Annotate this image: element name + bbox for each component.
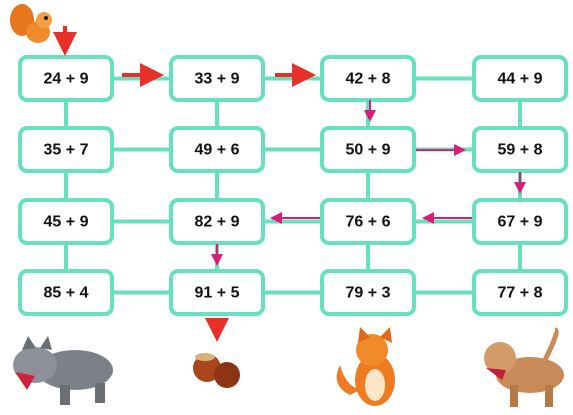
path-arrows (53, 26, 526, 342)
expression: 91 + 5 (195, 285, 240, 302)
expression: 82 + 9 (195, 214, 240, 231)
expression-box (18, 269, 114, 316)
squirrel (10, 4, 52, 43)
wolf (13, 336, 113, 405)
expression-box (320, 126, 416, 173)
expression: 35 + 7 (44, 142, 89, 159)
expression: 49 + 6 (195, 142, 240, 159)
expression: 77 + 8 (498, 285, 543, 302)
expression: 42 + 8 (346, 71, 391, 88)
expression: 24 + 9 (44, 71, 89, 88)
expression-box (320, 55, 416, 102)
expression: 50 + 9 (346, 142, 391, 159)
expression-box (320, 198, 416, 245)
expression: 33 + 9 (195, 71, 240, 88)
expression: 44 + 9 (498, 71, 543, 88)
expression-box (169, 55, 265, 102)
expression-box (169, 198, 265, 245)
expression: 76 + 6 (346, 214, 391, 231)
dog (484, 327, 564, 407)
expression-box (18, 55, 114, 102)
expression-box (169, 269, 265, 316)
expression: 85 + 4 (44, 285, 89, 302)
expression-box (472, 198, 568, 245)
expression: 67 + 9 (498, 214, 543, 231)
expression: 45 + 9 (44, 214, 89, 231)
expression-box (169, 126, 265, 173)
expression-box (18, 198, 114, 245)
expression-box (472, 269, 568, 316)
expression: 79 + 3 (346, 285, 391, 302)
expression-box (472, 55, 568, 102)
connectors (64, 76, 522, 295)
chestnuts (193, 353, 240, 388)
expression-box (320, 269, 416, 316)
expression: 59 + 8 (498, 142, 543, 159)
expression-box (472, 126, 568, 173)
fox (336, 327, 395, 406)
expression-box (18, 126, 114, 173)
boxes: 24 + 9 33 + 9 42 + 8 44 + 9 35 + 7 49 + 6 50 +… (18, 55, 568, 316)
